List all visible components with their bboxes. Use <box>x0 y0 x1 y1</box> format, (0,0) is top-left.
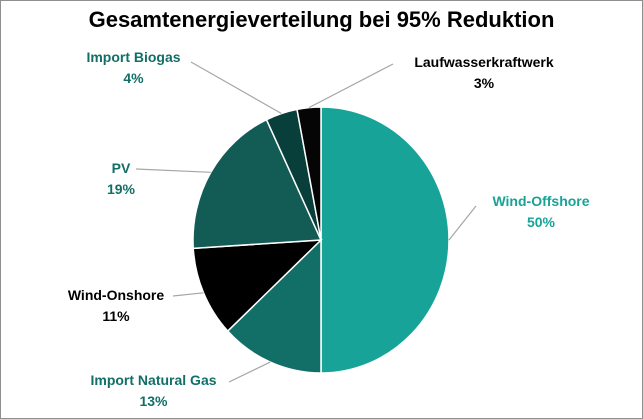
slice-wind-onshore <box>192 239 323 333</box>
leader-line <box>308 63 394 109</box>
leader-line <box>448 205 477 241</box>
value-label: 19% <box>106 181 136 197</box>
label-pv: PV 19% <box>91 158 151 200</box>
slice-pv <box>192 118 323 250</box>
chart-title: Gesamtenergieverteilung bei 95% Reduktio… <box>88 7 555 32</box>
category-label: Wind-Onshore <box>67 287 165 303</box>
category-label: PV <box>111 160 131 176</box>
label-import-natural-gas: Import Natural Gas 13% <box>71 370 236 412</box>
leader-line <box>135 168 211 173</box>
value-label: 4% <box>123 70 144 86</box>
leader-line <box>172 292 204 297</box>
value-label: 3% <box>473 75 495 91</box>
category-label: Laufwasserkraftwerk <box>414 54 554 70</box>
label-laufwasserkraftwerk: Laufwasserkraftwerk 3% <box>394 52 574 94</box>
slice-laufwasserkraftwerk <box>296 106 322 241</box>
category-label: Wind-Offshore <box>492 193 590 209</box>
label-wind-offshore: Wind-Offshore 50% <box>471 191 611 233</box>
value-label: 13% <box>139 393 168 409</box>
label-wind-onshore: Wind-Onshore 11% <box>51 285 181 327</box>
leader-line <box>190 61 282 115</box>
category-label: Import Natural Gas <box>90 372 217 388</box>
leader-line <box>228 361 271 383</box>
label-import-biogas: Import Biogas 4% <box>66 47 201 89</box>
value-label: 11% <box>102 308 130 324</box>
slice-wind-offshore <box>320 106 450 374</box>
value-label: 50% <box>526 214 556 230</box>
category-label: Import Biogas <box>86 49 181 65</box>
